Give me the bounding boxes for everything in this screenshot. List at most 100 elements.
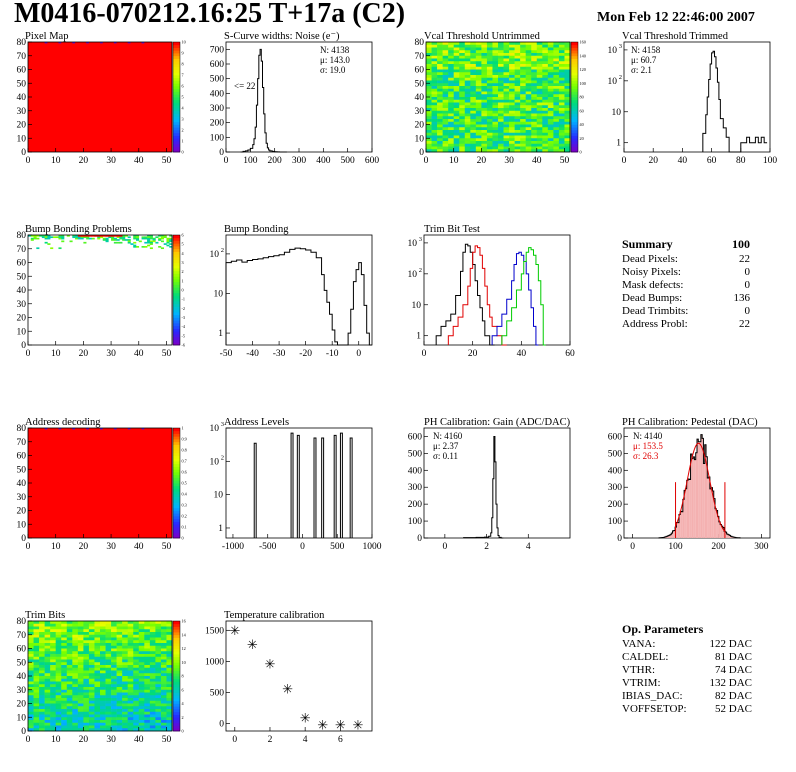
heatmap-cell (61, 626, 68, 630)
heatmap-cell (442, 47, 449, 51)
heatmap-cell (470, 69, 477, 73)
heatmap-cell (44, 634, 51, 638)
heatmap-cell (111, 648, 117, 652)
heatmap-cell (166, 637, 173, 641)
heatmap-cell (94, 656, 101, 660)
colorbar-segment (173, 55, 180, 59)
colorbar-frame (172, 41, 181, 153)
op-param-label: VOFFSETOP: (622, 703, 687, 715)
heatmap-cell (492, 116, 499, 120)
heatmap-cell (459, 94, 466, 98)
heatmap-cell (149, 634, 156, 638)
heatmap-cell (122, 695, 128, 699)
heatmap-cell (111, 711, 117, 715)
colorbar-segment (173, 714, 180, 718)
colorbar-segment (173, 496, 180, 500)
heatmap-cell (498, 44, 504, 48)
heatmap-cell (77, 236, 81, 239)
op-param-row: VTRIM: 132 DAC (622, 677, 752, 690)
heatmap-cell (442, 102, 449, 106)
heatmap-cell (138, 692, 145, 696)
heatmap-cell (486, 50, 493, 54)
temperature-point: ✳ (229, 623, 240, 638)
summary-label: Dead Pixels: (622, 253, 678, 265)
heatmap-cell (503, 58, 510, 62)
y-tick-label: 10 (210, 457, 220, 467)
heatmap-cell (459, 64, 466, 68)
heatmap-cell (33, 643, 40, 647)
heatmap-cell (558, 105, 565, 109)
heatmap-cell (77, 643, 84, 647)
x-tick-label: 40 (532, 156, 542, 166)
heatmap-cell (503, 141, 510, 145)
heatmap-cell (86, 235, 90, 237)
heatmap-cell (61, 676, 68, 680)
heatmap-cell (88, 659, 95, 663)
heatmap-cell (464, 80, 471, 84)
colorbar-segment (173, 127, 180, 131)
heatmap-cell (72, 640, 79, 644)
heatmap-cell (470, 97, 477, 101)
heatmap-cell (144, 643, 151, 647)
heatmap-cell (127, 662, 134, 666)
colorbar-segment (173, 105, 180, 109)
heatmap-cell (111, 714, 117, 718)
heatmap-cell (166, 648, 173, 652)
plot-frame (27, 234, 173, 346)
heatmap-cell (61, 640, 68, 644)
heatmap-cell (83, 670, 90, 674)
heatmap-cell (448, 127, 454, 131)
heatmap-cell (426, 47, 432, 51)
heatmap-cell (83, 665, 90, 669)
colorbar-segment (571, 53, 578, 57)
heatmap-cell (66, 700, 73, 704)
heatmap-cell (547, 75, 554, 79)
heatmap-cell (83, 700, 90, 704)
y-tick-label: 60 (17, 645, 27, 655)
x-tick-label: 0 (622, 156, 627, 166)
colorbar-segment (571, 143, 578, 147)
heatmap-cell (55, 698, 62, 702)
heatmap-cell (470, 86, 477, 90)
heatmap-cell (459, 77, 466, 81)
heatmap-cell (498, 94, 504, 98)
heatmap-cell (66, 634, 73, 638)
heatmap-cell (464, 66, 471, 70)
heatmap-cell (442, 143, 449, 147)
heatmap-cell (498, 105, 504, 109)
y-tick-label: 300 (608, 483, 623, 493)
heatmap-cell (66, 662, 73, 666)
heatmap-cell (33, 662, 40, 666)
colorbar-label: 4 (182, 106, 185, 111)
heatmap-cell (77, 662, 84, 666)
y-tick-label: 200 (408, 500, 423, 510)
heatmap-cell (492, 149, 499, 153)
heatmap-cell (66, 717, 73, 721)
colorbar-segment (173, 491, 180, 495)
heatmap-cell (133, 687, 140, 691)
heatmap-cell (525, 141, 532, 145)
heatmap-cell (160, 720, 167, 724)
heatmap-cell (72, 681, 79, 685)
heatmap-cell (426, 97, 432, 101)
heatmap-cell (50, 659, 56, 663)
heatmap-cell (77, 695, 84, 699)
heatmap-cell (514, 44, 521, 48)
colorbar-segment (173, 149, 180, 153)
pedestal-bin (691, 458, 694, 538)
heatmap-cell (426, 64, 432, 68)
colorbar-label: 6 (182, 687, 184, 692)
heatmap-cell (160, 626, 167, 630)
heatmap-cell (94, 651, 101, 655)
heatmap-cell (564, 91, 571, 95)
heatmap-cell (39, 640, 45, 644)
heatmap-cell (77, 717, 84, 721)
heatmap-cell (481, 58, 488, 62)
heatmap-cell (55, 676, 62, 680)
heatmap-cell (105, 632, 112, 636)
heatmap-cell (542, 110, 549, 114)
heatmap-cell (442, 121, 449, 125)
heatmap-cell (100, 676, 106, 680)
panel-title-trim-bits: Trim Bits (25, 610, 66, 621)
heatmap-cell (28, 700, 34, 704)
